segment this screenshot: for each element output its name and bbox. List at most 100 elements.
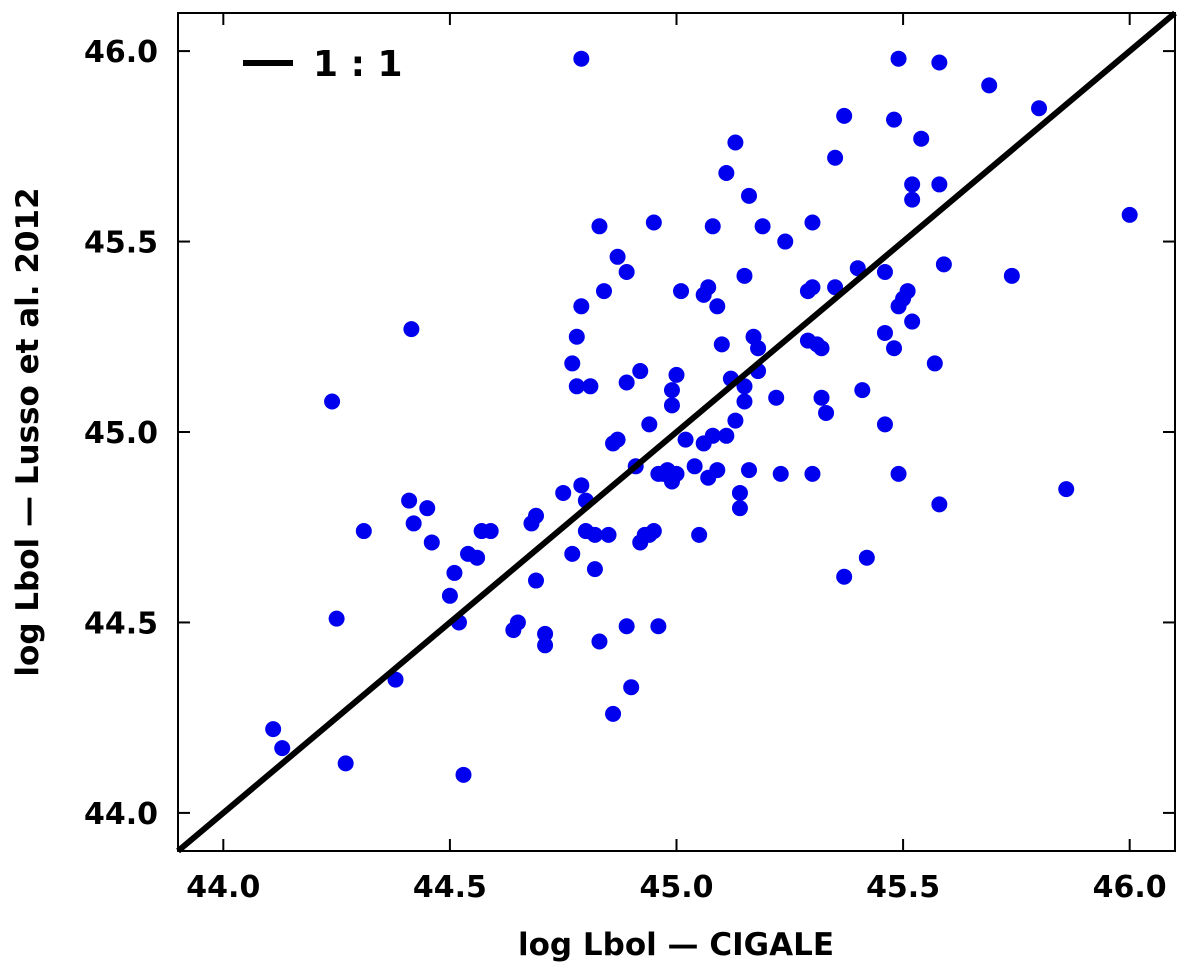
data-point xyxy=(609,431,626,448)
data-point xyxy=(713,336,730,353)
data-point xyxy=(568,378,585,395)
data-point xyxy=(804,465,821,482)
data-point xyxy=(813,389,830,406)
data-point xyxy=(618,264,635,281)
data-point xyxy=(709,298,726,315)
data-point xyxy=(1058,481,1075,498)
data-point xyxy=(265,721,282,738)
data-point xyxy=(736,393,753,410)
data-point xyxy=(274,740,291,757)
data-point xyxy=(337,755,354,772)
data-point xyxy=(849,260,866,277)
data-point xyxy=(568,328,585,345)
data-point xyxy=(686,458,703,475)
data-point xyxy=(401,492,418,509)
data-point xyxy=(704,427,721,444)
data-point xyxy=(632,363,649,380)
data-point xyxy=(858,549,875,566)
y-axis-label: log Lbol — Lusso et al. 2012 xyxy=(10,187,46,676)
data-point xyxy=(645,523,662,540)
data-point xyxy=(727,134,744,151)
data-point xyxy=(446,564,463,581)
data-point xyxy=(704,218,721,235)
data-point xyxy=(573,298,590,315)
data-point xyxy=(537,625,554,642)
data-point xyxy=(618,618,635,635)
data-point xyxy=(741,187,758,204)
data-point xyxy=(827,149,844,166)
data-point xyxy=(736,267,753,284)
legend: 1 : 1 xyxy=(243,44,403,85)
data-point xyxy=(691,526,708,543)
data-point xyxy=(355,523,372,540)
data-point xyxy=(441,587,458,604)
data-point xyxy=(836,568,853,585)
data-point xyxy=(668,366,685,383)
data-point xyxy=(455,766,472,783)
data-point xyxy=(890,50,907,67)
data-point xyxy=(931,176,948,193)
data-point xyxy=(1031,100,1048,117)
data-point xyxy=(573,50,590,67)
x-tick-label: 44.5 xyxy=(413,870,487,905)
x-tick-label: 44.0 xyxy=(186,870,260,905)
data-point xyxy=(405,515,422,532)
data-point xyxy=(623,679,640,696)
data-point xyxy=(663,397,680,414)
data-point xyxy=(818,404,835,421)
data-point xyxy=(736,378,753,395)
data-point xyxy=(876,324,893,341)
x-tick-label: 45.5 xyxy=(866,870,940,905)
data-point xyxy=(904,313,921,330)
data-point xyxy=(836,107,853,124)
data-point xyxy=(827,279,844,296)
data-point xyxy=(482,523,499,540)
data-point xyxy=(931,54,948,71)
data-point xyxy=(904,176,921,193)
data-point xyxy=(645,214,662,231)
data-point xyxy=(931,496,948,513)
data-point xyxy=(555,484,572,501)
data-point xyxy=(564,545,581,562)
data-point xyxy=(663,382,680,399)
data-point xyxy=(668,465,685,482)
data-point xyxy=(419,500,436,517)
data-point xyxy=(677,431,694,448)
data-point xyxy=(650,618,667,635)
data-point xyxy=(813,340,830,357)
data-points xyxy=(265,50,1138,783)
data-point xyxy=(768,389,785,406)
data-point xyxy=(772,465,789,482)
data-point xyxy=(618,374,635,391)
data-point xyxy=(469,549,486,566)
data-point xyxy=(582,378,599,395)
data-point xyxy=(890,465,907,482)
data-point xyxy=(876,264,893,281)
data-point xyxy=(741,462,758,479)
data-point xyxy=(876,416,893,433)
y-tick-label: 44.0 xyxy=(84,797,158,832)
data-point xyxy=(403,321,420,338)
data-point xyxy=(1003,267,1020,284)
data-point xyxy=(609,248,626,265)
data-point xyxy=(718,427,735,444)
data-point xyxy=(700,279,717,296)
data-point xyxy=(886,111,903,128)
data-point xyxy=(600,526,617,543)
data-point xyxy=(509,614,526,631)
x-axis-label: log Lbol — CIGALE xyxy=(518,927,834,963)
data-point xyxy=(1121,206,1138,223)
data-point xyxy=(913,130,930,147)
axis-ticks: 44.0 44.5 45.0 45.5 46.0 44.0 44.5 45.0 45.5 46.0 xyxy=(84,13,1175,905)
data-point xyxy=(731,500,748,517)
data-point xyxy=(935,256,952,273)
data-point xyxy=(754,218,771,235)
data-point xyxy=(387,671,404,688)
data-point xyxy=(537,637,554,654)
data-point xyxy=(804,279,821,296)
data-point xyxy=(718,164,735,181)
data-point xyxy=(324,393,341,410)
data-point xyxy=(591,633,608,650)
data-point xyxy=(595,283,612,300)
